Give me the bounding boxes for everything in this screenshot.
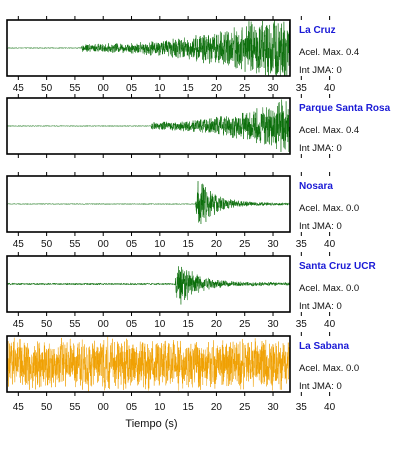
accel-max-label: Acel. Max. 0.0 bbox=[299, 363, 359, 374]
x-tick-label: 30 bbox=[267, 319, 279, 330]
panel-2: Parque Santa Rosa Acel. Max. 0.4 Int JMA: … bbox=[6, 94, 391, 158]
x-tick-label: 25 bbox=[239, 402, 251, 413]
x-tick-label: 30 bbox=[267, 83, 279, 94]
x-tick-label: 05 bbox=[126, 402, 138, 413]
x-tick-label: 40 bbox=[324, 402, 336, 413]
x-tick-label: 45 bbox=[13, 319, 25, 330]
x-tick-label: 35 bbox=[296, 239, 308, 250]
x-tick-label: 05 bbox=[126, 319, 138, 330]
station-name: La Sabana bbox=[299, 341, 349, 352]
x-tick-label: 40 bbox=[324, 319, 336, 330]
x-tick-label: 00 bbox=[98, 239, 110, 250]
x-tick-label: 00 bbox=[98, 402, 110, 413]
x-tick-label: 25 bbox=[239, 239, 251, 250]
jma-intensity-label: Int JMA: 0 bbox=[299, 381, 342, 392]
station-name: Santa Cruz UCR bbox=[299, 261, 376, 272]
x-tick-label: 15 bbox=[183, 83, 195, 94]
x-tick-label: 55 bbox=[69, 83, 81, 94]
panel-frame bbox=[6, 175, 291, 233]
x-tick-label: 15 bbox=[183, 402, 195, 413]
panel-4: 45 50 55 00 05 10 15 20 25 30 35 40 Santa Cruz UCR Ac… bbox=[6, 252, 376, 330]
waveform-trace bbox=[7, 336, 290, 392]
x-tick-label: 50 bbox=[41, 239, 53, 250]
jma-intensity-label: Int JMA: 0 bbox=[299, 143, 342, 154]
x-tick-label: 20 bbox=[211, 239, 223, 250]
x-tick-label: 35 bbox=[296, 319, 308, 330]
x-tick-label: 35 bbox=[296, 83, 308, 94]
accel-max-label: Acel. Max. 0.0 bbox=[299, 203, 359, 214]
accel-max-label: Acel. Max. 0.4 bbox=[299, 125, 359, 136]
x-tick-label: 10 bbox=[154, 83, 166, 94]
jma-intensity-label: Int JMA: 0 bbox=[299, 65, 342, 76]
jma-intensity-label: Int JMA: 0 bbox=[299, 221, 342, 232]
x-tick-label: 45 bbox=[13, 402, 25, 413]
x-tick-label: 00 bbox=[98, 319, 110, 330]
panel-frame bbox=[6, 97, 291, 155]
waveform-trace bbox=[7, 99, 290, 152]
x-tick-label: 55 bbox=[69, 319, 81, 330]
x-tick-label: 50 bbox=[41, 402, 53, 413]
x-tick-label: 40 bbox=[324, 83, 336, 94]
x-tick-label: 10 bbox=[154, 319, 166, 330]
x-tick-label: 20 bbox=[211, 83, 223, 94]
waveform-trace bbox=[7, 181, 290, 225]
jma-intensity-label: Int JMA: 0 bbox=[299, 301, 342, 312]
station-name: Parque Santa Rosa bbox=[299, 103, 391, 114]
waveform-trace bbox=[7, 20, 290, 76]
x-tick-label: 15 bbox=[183, 239, 195, 250]
x-tick-label: 40 bbox=[324, 239, 336, 250]
panel-3: 45 50 55 00 05 10 15 20 25 30 35 40 Nosara Acel. Max.… bbox=[6, 172, 359, 250]
panel-frame bbox=[6, 19, 291, 77]
station-name: Nosara bbox=[299, 181, 333, 192]
x-tick-label: 05 bbox=[126, 239, 138, 250]
x-tick-label: 45 bbox=[13, 239, 25, 250]
x-tick-label: 00 bbox=[98, 83, 110, 94]
x-tick-label: 45 bbox=[13, 83, 25, 94]
panel-frame bbox=[6, 335, 291, 393]
x-tick-label: 20 bbox=[211, 402, 223, 413]
panel-5: 45 50 55 00 05 10 15 20 25 30 35 40 La Sabana Acel. M… bbox=[6, 332, 359, 413]
x-tick-label: 50 bbox=[41, 319, 53, 330]
panel-frame bbox=[6, 255, 291, 313]
x-tick-label: 05 bbox=[126, 83, 138, 94]
x-tick-label: 35 bbox=[296, 402, 308, 413]
x-axis-title: Tiempo (s) bbox=[125, 418, 177, 430]
x-tick-label: 30 bbox=[267, 402, 279, 413]
accel-max-label: Acel. Max. 0.4 bbox=[299, 47, 359, 58]
accel-max-label: Acel. Max. 0.0 bbox=[299, 283, 359, 294]
x-tick-label: 55 bbox=[69, 239, 81, 250]
x-tick-label: 20 bbox=[211, 319, 223, 330]
station-name: La Cruz bbox=[299, 25, 336, 36]
x-tick-label: 25 bbox=[239, 83, 251, 94]
x-tick-label: 15 bbox=[183, 319, 195, 330]
x-tick-label: 10 bbox=[154, 239, 166, 250]
waveform-trace bbox=[7, 266, 290, 305]
x-tick-label: 50 bbox=[41, 83, 53, 94]
x-tick-label: 10 bbox=[154, 402, 166, 413]
x-tick-label: 25 bbox=[239, 319, 251, 330]
x-tick-label: 55 bbox=[69, 402, 81, 413]
x-tick-label: 30 bbox=[267, 239, 279, 250]
panel-1: 45 50 55 00 05 10 15 20 25 30 35 40 La Cruz Acel. Max… bbox=[6, 16, 359, 94]
